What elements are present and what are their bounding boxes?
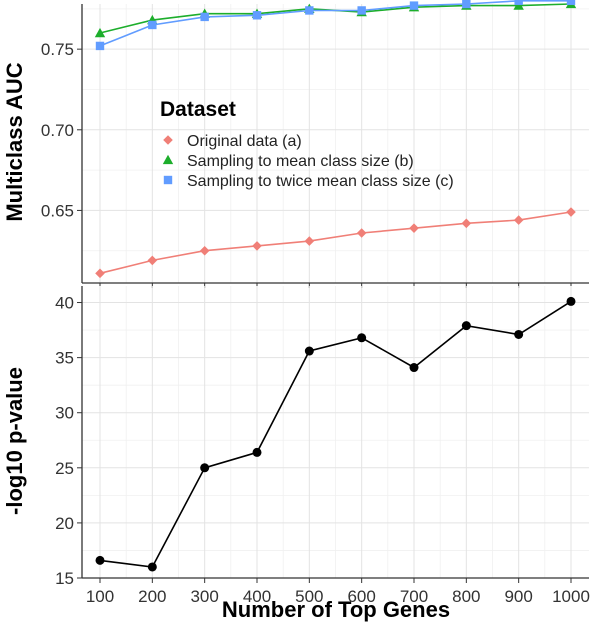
data-point [566, 0, 576, 5]
auc-panel: 0.65 0.70 0.75 Dataset Original data (a) Samp… [41, 0, 589, 288]
auc-axis-title: Multiclass AUC [2, 62, 27, 221]
series-line-2 [99, 0, 571, 47]
data-point [461, 321, 471, 331]
data-point [462, 0, 471, 9]
y-tick-label: 35 [55, 349, 74, 368]
y-tick-label: 20 [55, 514, 74, 533]
y-tick-label: 0.65 [41, 201, 74, 220]
y-tick-label: 15 [55, 569, 74, 588]
data-point [147, 255, 158, 266]
data-point [95, 555, 105, 565]
x-tick-label: 1000 [552, 587, 590, 606]
x-axis-title: Number of Top Genes [222, 597, 450, 622]
data-point [566, 207, 576, 217]
legend-marker [163, 135, 173, 145]
data-point [409, 223, 419, 233]
data-point [513, 215, 524, 225]
y-tick-label: 0.75 [41, 40, 74, 59]
x-tick-label: 300 [190, 587, 218, 606]
legend-title: Dataset [160, 98, 236, 121]
x-tick-label: 200 [138, 587, 166, 606]
x-tick-label: 700 [400, 587, 428, 606]
x-tick-label: 100 [86, 587, 114, 606]
data-point [94, 27, 106, 38]
data-point [252, 447, 262, 457]
data-point [409, 363, 419, 373]
y-tick-label: 0.70 [41, 121, 74, 140]
data-point [304, 346, 314, 356]
pvalue-axis-title: -log10 p-value [2, 367, 27, 515]
y-tick-label: 25 [55, 459, 74, 478]
legend-label: Original data (a) [187, 133, 302, 150]
legend-label: Sampling to twice mean class size (c) [187, 173, 454, 190]
x-tick-label: 500 [295, 587, 323, 606]
data-point [147, 562, 157, 572]
data-point [252, 241, 262, 251]
data-point [357, 6, 366, 15]
data-point [252, 11, 262, 20]
data-point [566, 296, 576, 306]
data-point [356, 228, 367, 238]
y-tick-label: 30 [55, 404, 74, 423]
data-point [148, 20, 157, 30]
x-tick-label: 800 [452, 587, 480, 606]
x-tick-label: 400 [243, 587, 271, 606]
data-point [305, 6, 314, 15]
data-point [304, 236, 315, 246]
data-point [200, 12, 209, 22]
y-tick-label: 40 [55, 294, 74, 313]
legend-label: Sampling to mean class size (b) [187, 153, 414, 170]
data-point [513, 0, 524, 10]
series-line-0 [99, 211, 572, 275]
legend-marker [163, 175, 173, 185]
data-point [409, 1, 419, 10]
data-point [199, 245, 210, 256]
data-point [95, 41, 105, 51]
data-point [95, 268, 105, 279]
x-tick-label: 600 [347, 587, 375, 606]
data-point [514, 329, 524, 339]
pvalue-panel: 15 20 25 30 35 40 100 200 300 400 500 600 700 800 900 1… [55, 286, 590, 606]
series-line-0 [99, 300, 572, 568]
data-point [514, 0, 523, 5]
x-tick-label: 900 [504, 587, 532, 606]
legend-marker [162, 154, 174, 165]
data-point [357, 333, 367, 343]
data-point [461, 218, 472, 229]
data-point [200, 463, 210, 473]
